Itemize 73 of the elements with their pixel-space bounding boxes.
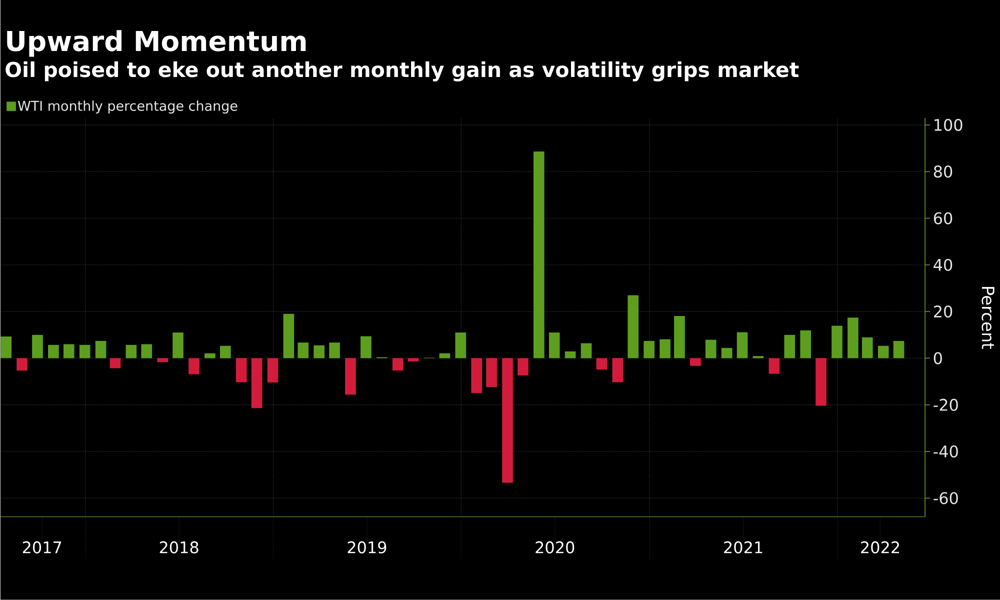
bar: [800, 330, 811, 358]
bar: [298, 342, 309, 358]
bar: [721, 348, 732, 358]
x-tick-label: 2020: [536, 541, 574, 554]
bar: [596, 358, 608, 370]
bar: [518, 358, 528, 376]
bar: [408, 358, 419, 362]
bar: [79, 345, 90, 358]
bar: [314, 345, 324, 358]
bar: [251, 358, 262, 408]
bar: [736, 332, 748, 358]
legend-label: WTI monthly percentage change: [18, 100, 238, 114]
bar: [63, 344, 74, 358]
y-tick-label: 0: [934, 352, 942, 364]
y-tick-label: -20: [934, 398, 958, 411]
bar: [0, 336, 12, 358]
bar: [283, 314, 294, 358]
bar: [486, 358, 497, 388]
bar: [832, 326, 842, 358]
bar: [862, 338, 873, 358]
bar: [329, 342, 340, 358]
bar: [32, 334, 43, 358]
bar: [848, 318, 858, 358]
bar: [660, 339, 670, 358]
bar: [705, 340, 716, 358]
bar: [893, 341, 904, 358]
bar: [564, 352, 576, 358]
bar: [878, 346, 889, 358]
x-tick-label: 2018: [160, 541, 198, 554]
chart-title: Upward Momentum: [7, 30, 306, 57]
bar: [392, 358, 404, 371]
bar: [628, 295, 639, 358]
y-tick-label: 40: [934, 258, 952, 272]
bar: [236, 358, 247, 382]
x-tick-label: 2022: [861, 541, 899, 554]
y-axis-title: Percent: [982, 287, 994, 350]
bar: [612, 358, 624, 382]
y-tick-label: 60: [934, 212, 952, 224]
bar: [110, 358, 121, 368]
y-tick-label: 80: [934, 166, 952, 178]
bar: [48, 345, 59, 358]
bar: [204, 353, 216, 358]
bar: [188, 358, 200, 374]
bar: [816, 358, 826, 406]
bar: [784, 334, 796, 358]
bar: [471, 358, 482, 394]
x-tick-label: 2021: [724, 541, 762, 554]
bar: [674, 316, 685, 358]
bar: [16, 358, 28, 371]
y-tick-label: -60: [934, 492, 958, 504]
x-tick-label: 2017: [22, 541, 62, 554]
bar: [157, 358, 168, 362]
y-tick-label: 20: [934, 306, 952, 318]
bar: [126, 345, 137, 358]
bar: [220, 346, 231, 358]
x-tick-label: 2019: [348, 541, 386, 554]
bar: [644, 341, 654, 358]
y-tick-label: -40: [934, 446, 958, 458]
bar: [345, 358, 356, 395]
bar: [768, 358, 780, 374]
y-tick-label: 100: [934, 119, 962, 132]
chart-subtitle: Oil poised to eke out another monthly gain as volatility grips market: [6, 62, 799, 82]
bar: [267, 358, 278, 383]
bar: [95, 341, 106, 358]
bar: [548, 332, 560, 358]
bar: [360, 336, 372, 358]
bar: [172, 332, 184, 358]
bar: [141, 344, 152, 358]
bar: [580, 343, 592, 358]
bar: [690, 358, 701, 366]
bar: [534, 152, 544, 358]
bar: [455, 332, 466, 358]
bar: [502, 358, 513, 483]
